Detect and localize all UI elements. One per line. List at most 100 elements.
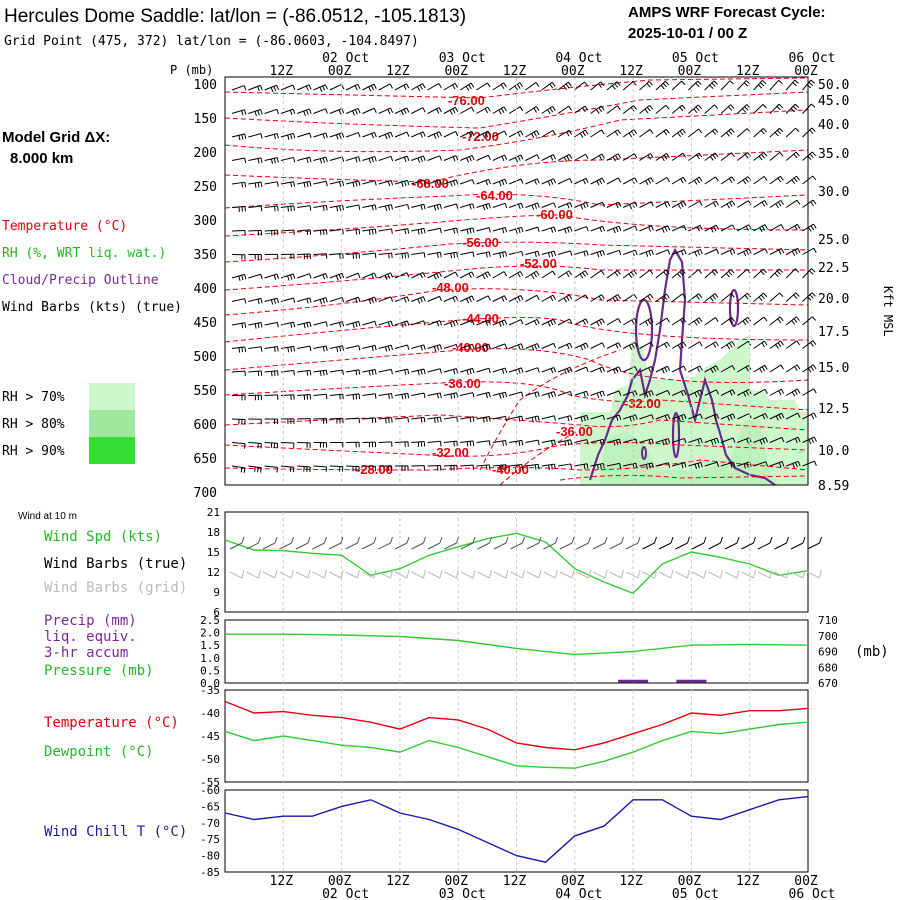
wind-barb (427, 392, 442, 399)
wind-barb (655, 225, 671, 233)
wind-barb (769, 412, 785, 421)
wind-barb (769, 79, 783, 91)
wind-barb (329, 108, 345, 115)
wind-barb (346, 228, 361, 235)
wind-barb-grid (543, 569, 558, 579)
cloud-outline-blob-2 (728, 288, 740, 328)
wind-barb (590, 105, 605, 114)
wind-barb (557, 390, 573, 397)
wind-barb (720, 365, 736, 373)
wind-barb (492, 82, 507, 91)
wind-barb (297, 442, 311, 448)
wind-barb (264, 108, 279, 115)
wind-barb (557, 439, 573, 447)
wind-barb (411, 296, 426, 304)
wind-barb (443, 464, 458, 471)
wind-barb (525, 415, 540, 423)
wind-barb (622, 177, 638, 185)
wind-barb (541, 250, 557, 258)
wind-barb (606, 294, 621, 303)
wind-barb (492, 106, 507, 115)
temp-label: -64.00 (476, 188, 513, 203)
wind-barb (378, 228, 393, 234)
wind-barb (671, 462, 687, 469)
wind-barb-10m (345, 536, 360, 550)
y-tick: -75 (200, 833, 220, 846)
wind-barb (329, 180, 345, 187)
wind-barb (362, 131, 377, 139)
wind-barb (460, 251, 475, 258)
wind-barb-10m (295, 536, 311, 550)
wind-barb (329, 345, 345, 353)
height-tick: 8.59 (818, 479, 849, 494)
model-grid-label: Model Grid ΔX: (2, 129, 110, 146)
wind-barb (557, 250, 573, 256)
wind-barb-grid (411, 569, 426, 579)
wind-barb (443, 82, 459, 91)
wind-barb (802, 316, 817, 326)
wind-barb (623, 249, 638, 257)
wind-barb (769, 151, 784, 161)
wind-barb-grid (345, 569, 360, 579)
y-tick: 18 (207, 526, 220, 539)
wind-barb (443, 203, 459, 209)
wind-barb (248, 465, 262, 473)
forecast-cycle-label: AMPS WRF Forecast Cycle: (628, 4, 826, 21)
wind-barb (427, 83, 442, 91)
wind-barb (411, 416, 426, 423)
wind-barb (329, 228, 344, 235)
wind-barb (688, 200, 703, 208)
wind-barb-grid (444, 569, 459, 579)
wind-barb (248, 442, 262, 449)
wind-barb-grid (229, 569, 245, 579)
wind-barb (704, 248, 720, 255)
wind-barb (378, 107, 394, 115)
wind-barb (590, 81, 605, 91)
wind-barb (280, 108, 296, 116)
wind-barb (248, 418, 262, 425)
wind-barb (231, 442, 246, 449)
height-tick: 12.5 (818, 402, 849, 417)
wind-barb (313, 108, 328, 114)
wind-barb (688, 389, 703, 398)
wind-10m-panel: 21 18 15 12 9 6 (207, 506, 822, 619)
wind-barb-grid (394, 569, 410, 579)
wind-barb-grid (262, 569, 278, 579)
wind-barb (476, 391, 491, 399)
wind-barb (541, 202, 557, 208)
wind-barb (737, 389, 752, 397)
wind-barb (606, 177, 622, 185)
wind-barb (606, 342, 622, 349)
wind-barb (671, 413, 687, 422)
wind-barb (525, 391, 540, 398)
wind-barb (264, 253, 279, 260)
wind-barb (786, 460, 801, 469)
wind-barb-10m (361, 536, 377, 550)
wind-barb-grid (526, 569, 542, 579)
pressure-tick: 400 (194, 282, 217, 297)
wind-barb (443, 131, 459, 138)
precip-bar (618, 679, 649, 683)
wind-barb (737, 224, 752, 232)
wind-barb (704, 389, 720, 396)
wind-barb (443, 343, 459, 350)
page-title: Hercules Dome Saddle: lat/lon = (-86.051… (4, 6, 466, 27)
wind-barb (802, 364, 817, 373)
temp-label: -48.00 (432, 280, 469, 295)
wind-barb (802, 340, 817, 349)
wind-barb (264, 181, 279, 187)
wind-barb (769, 364, 784, 373)
top-hour-tick: 00Z (444, 64, 468, 79)
legend-rh90-swatch (89, 437, 135, 464)
wind-barb (753, 248, 768, 255)
wind-barb (590, 250, 605, 258)
wind-barb (476, 440, 491, 446)
wind-barb (785, 388, 801, 397)
wind-barb-10m (708, 536, 723, 550)
wind-barb (427, 179, 442, 186)
height-tick: 50.0 (818, 78, 849, 93)
top-hour-tick: 00Z (328, 64, 352, 79)
wind-barb (443, 155, 459, 162)
wind-barb-10m (757, 536, 773, 550)
pressure-tick: 300 (194, 214, 217, 229)
